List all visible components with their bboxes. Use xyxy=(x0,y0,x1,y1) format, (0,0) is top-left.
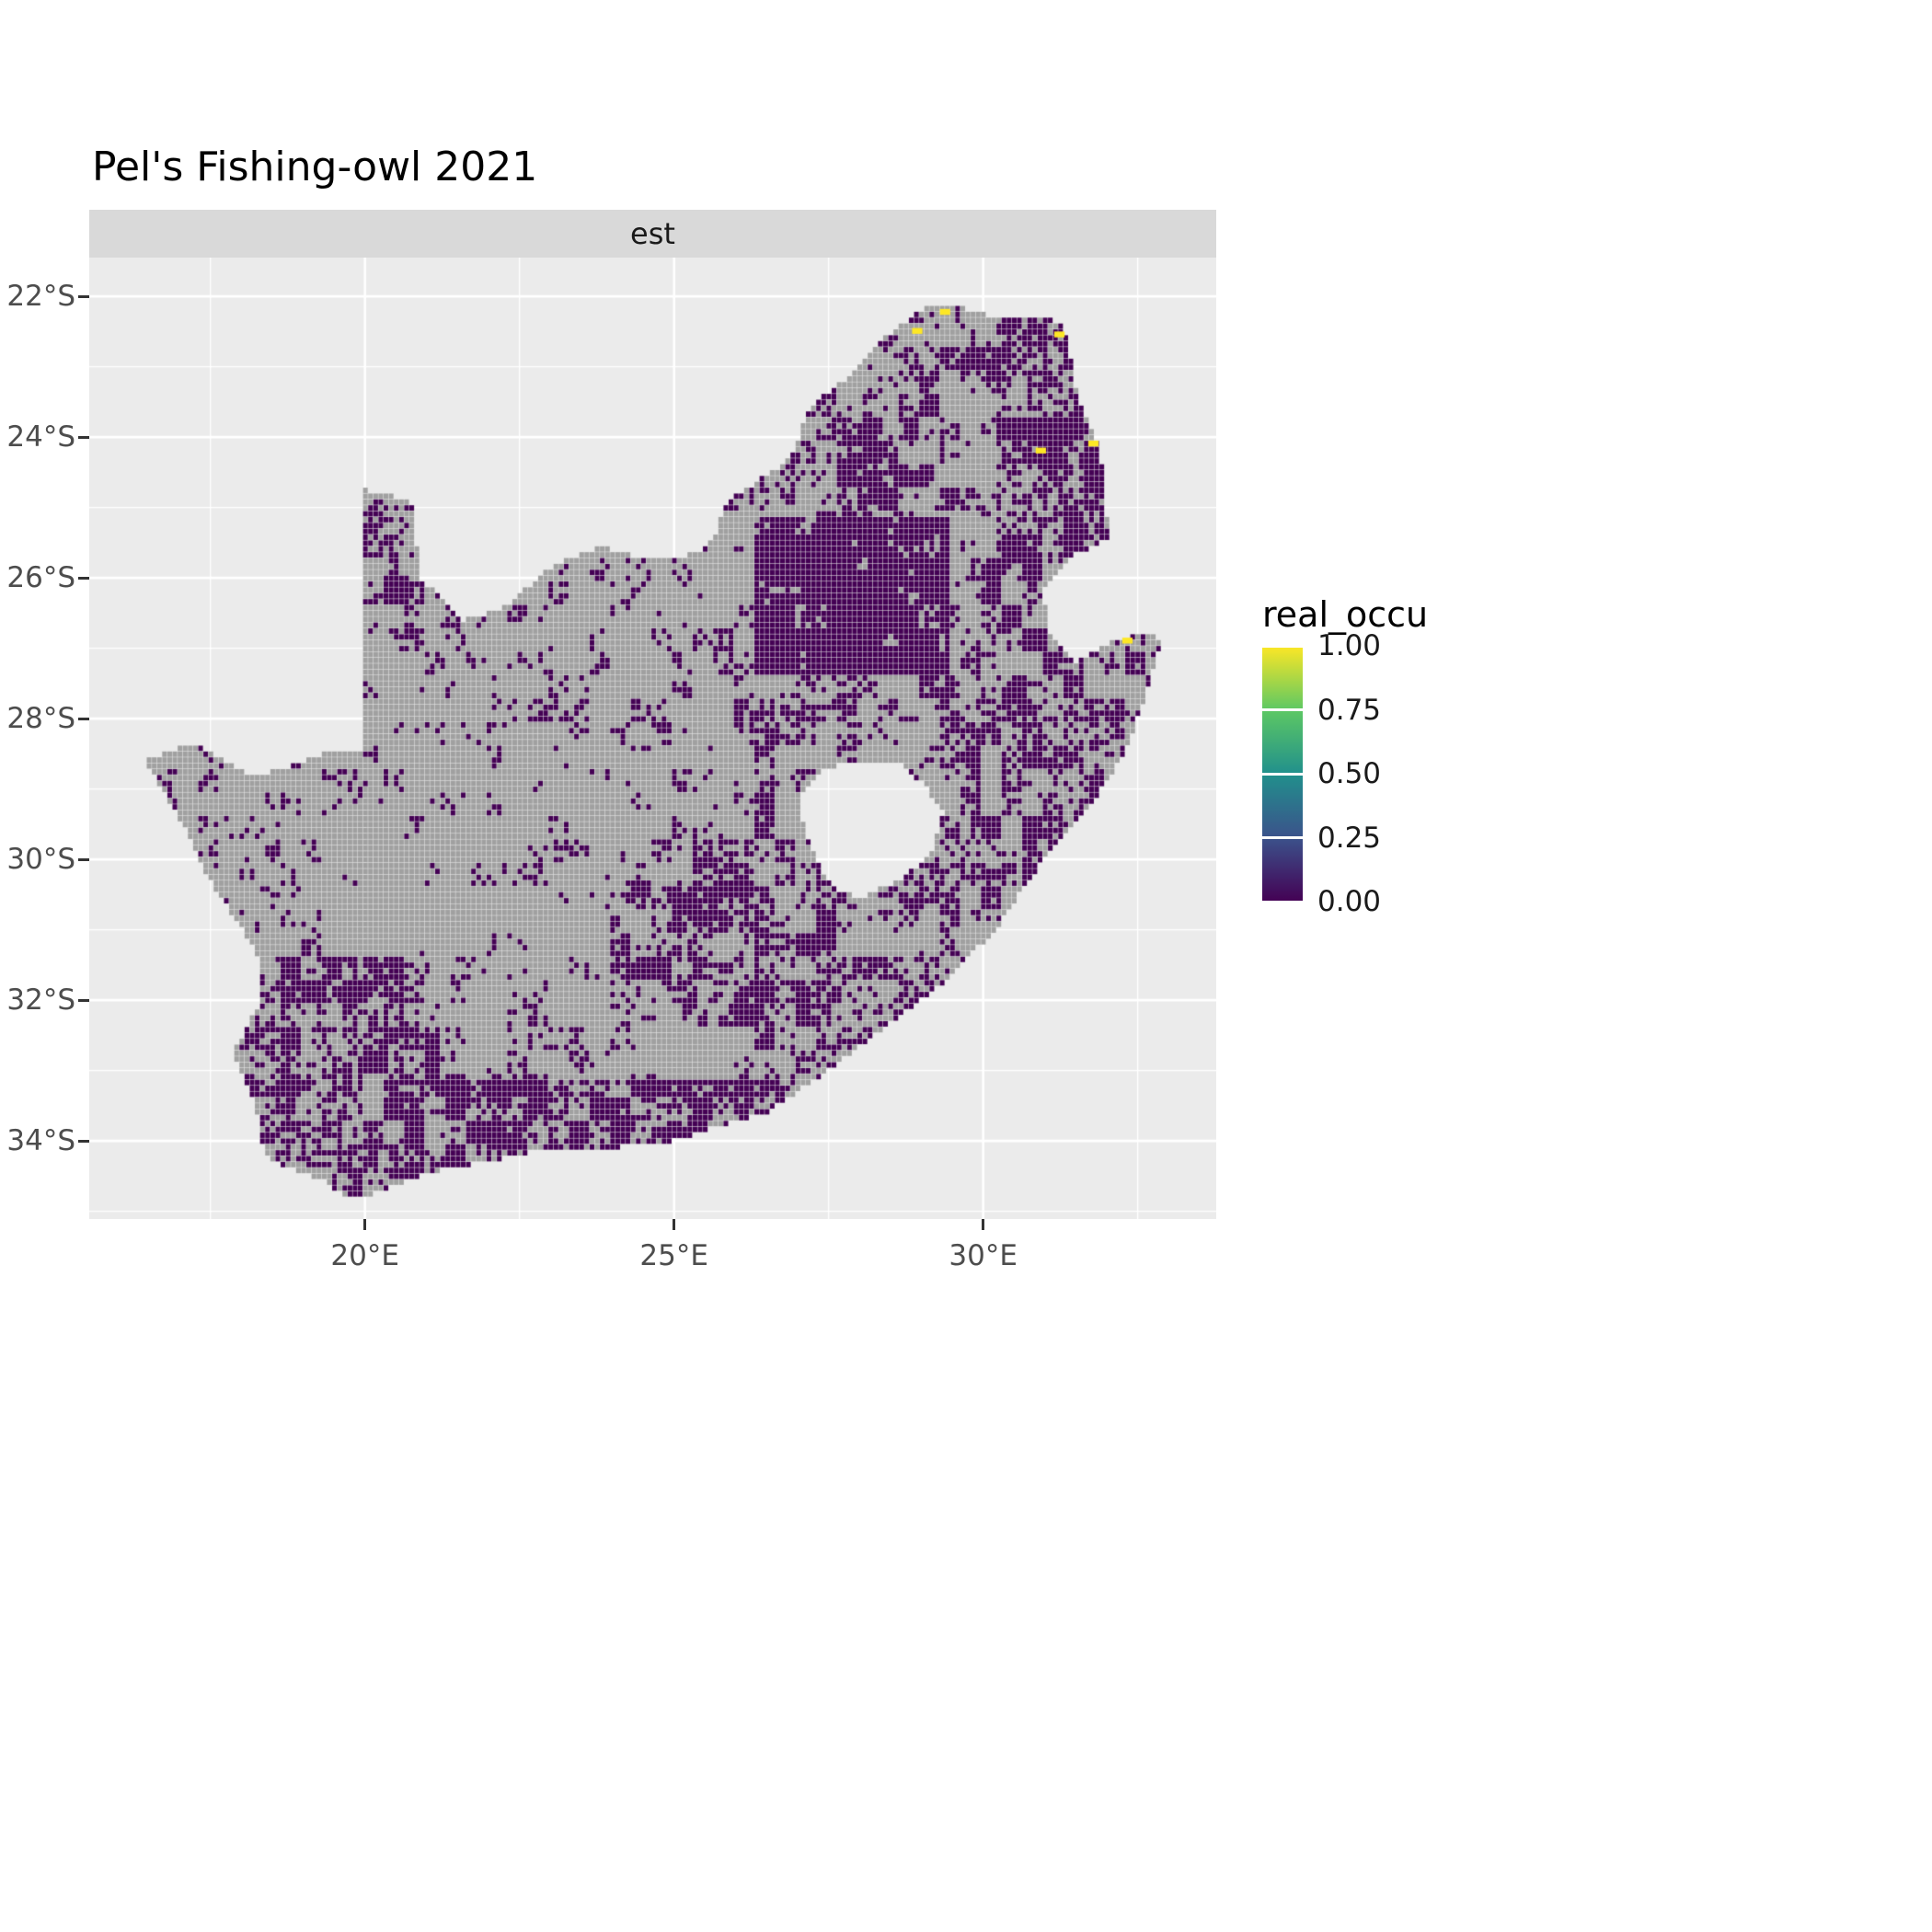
y-axis-tick-label: 22°S xyxy=(6,280,75,314)
x-axis-tick-mark xyxy=(673,1219,676,1230)
plot-panel xyxy=(89,258,1216,1219)
y-axis-tick-label: 34°S xyxy=(6,1124,75,1158)
y-axis-tick-mark xyxy=(78,294,89,298)
facet-strip-label: est xyxy=(630,216,675,251)
legend-tick-mark xyxy=(1262,708,1303,711)
x-axis-tick-label: 30°E xyxy=(949,1239,1018,1272)
y-axis-tick-mark xyxy=(78,857,89,861)
legend-tick-mark xyxy=(1262,836,1303,839)
y-axis-tick-mark xyxy=(78,717,89,720)
y-axis-tick-label: 32°S xyxy=(6,983,75,1018)
y-axis-tick-mark xyxy=(78,1139,89,1143)
page-title: Pel's Fishing-owl 2021 xyxy=(92,144,538,190)
y-axis-tick-mark xyxy=(78,998,89,1002)
y-axis-tick-mark xyxy=(78,435,89,439)
legend-title: real_occu xyxy=(1262,594,1429,635)
legend-tick-label: 1.00 xyxy=(1317,629,1382,662)
x-axis-tick-mark xyxy=(363,1219,367,1230)
x-axis-tick-label: 25°E xyxy=(639,1239,708,1272)
y-axis-tick-label: 28°S xyxy=(6,702,75,736)
legend-tick-mark xyxy=(1262,900,1303,902)
legend-tick-label: 0.00 xyxy=(1317,885,1382,918)
occupancy-raster-map xyxy=(89,258,1216,1219)
y-axis-tick-label: 24°S xyxy=(6,420,75,454)
x-axis-tick-mark xyxy=(982,1219,985,1230)
y-axis-tick-label: 30°S xyxy=(6,843,75,877)
legend-tick-label: 0.25 xyxy=(1317,821,1382,855)
legend-tick-label: 0.50 xyxy=(1317,757,1382,790)
x-axis-tick-label: 20°E xyxy=(330,1239,399,1272)
legend-tick-mark xyxy=(1262,772,1303,776)
y-axis-tick-label: 26°S xyxy=(6,561,75,595)
legend-tick-mark xyxy=(1262,646,1303,648)
facet-strip: est xyxy=(89,210,1216,258)
y-axis-tick-mark xyxy=(78,576,89,580)
legend-colorbar xyxy=(1262,646,1303,902)
legend-tick-label: 0.75 xyxy=(1317,693,1382,727)
